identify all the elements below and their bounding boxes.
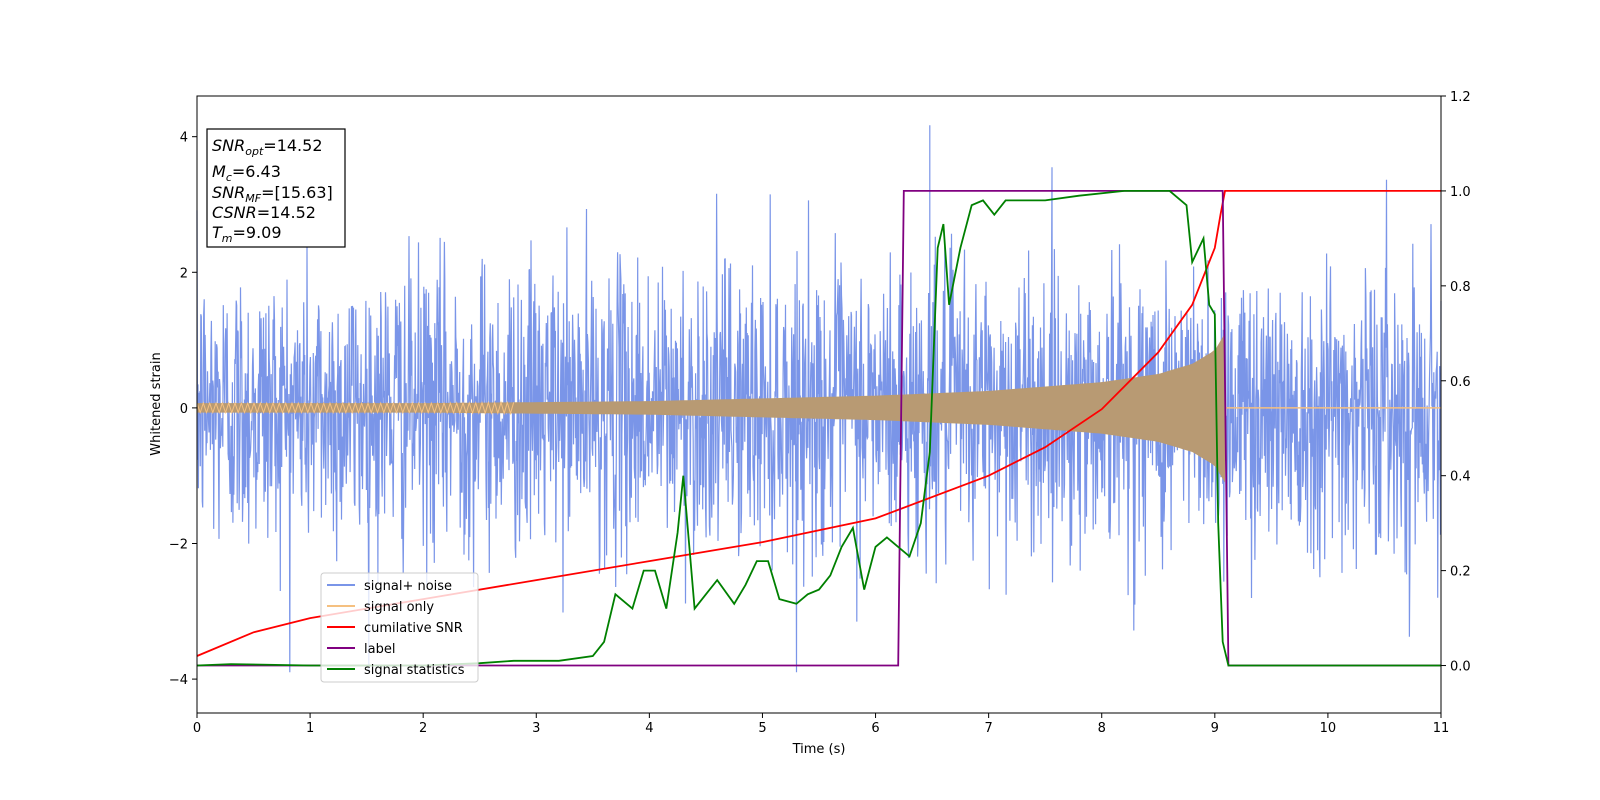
legend-label: cumilative SNR (364, 621, 463, 636)
annotation-snr-mf: SNRMF=[15.63] (212, 183, 333, 205)
series-signal-plus-noise (196, 125, 1442, 673)
x-tick-label: 6 (871, 721, 879, 736)
y-left-tick-label: 2 (180, 266, 188, 281)
x-tick-label: 0 (193, 721, 201, 736)
legend: signal+ noise signal only cumilative SNR la… (320, 572, 479, 683)
y-right-tick-label: 0.4 (1450, 470, 1471, 485)
plot-frame (196, 95, 1442, 714)
annotation-csnr: CSNR=14.52 (212, 203, 316, 222)
y-left-tick-label: 0 (180, 402, 188, 417)
x-axis: 0 1 2 3 4 5 6 7 8 9 10 11 (193, 713, 1449, 736)
y-axis-left: −4 −2 0 2 4 (169, 131, 197, 688)
x-tick-label: 3 (532, 721, 540, 736)
x-tick-label: 4 (645, 721, 653, 736)
x-tick-label: 7 (984, 721, 992, 736)
series-signal-only-oscillation (196, 400, 515, 416)
y-right-tick-label: 0.6 (1450, 375, 1471, 390)
x-tick-label: 10 (1320, 721, 1337, 736)
series-signal-statistics (196, 190, 1441, 667)
x-tick-label: 2 (419, 721, 427, 736)
x-tick-label: 11 (1433, 721, 1450, 736)
annotation-mc: Mc=6.43 (212, 162, 281, 184)
legend-label: label (364, 642, 395, 657)
x-tick-label: 5 (758, 721, 766, 736)
legend-label: signal statistics (364, 663, 465, 678)
annotation-snr-opt: SNRopt=14.52 (212, 136, 323, 158)
x-tick-label: 9 (1211, 721, 1219, 736)
y-right-tick-label: 0.2 (1450, 565, 1471, 580)
y-axis-title: Whitened strain (149, 352, 164, 455)
legend-label: signal+ noise (364, 579, 452, 594)
legend-label: signal only (364, 600, 434, 615)
series-signal-only (197, 333, 1225, 483)
y-right-tick-label: 1.0 (1450, 185, 1471, 200)
y-left-tick-label: 4 (180, 131, 188, 146)
y-left-tick-label: −2 (169, 537, 188, 552)
y-right-tick-label: 0.8 (1450, 280, 1471, 295)
x-tick-label: 1 (306, 721, 314, 736)
legend-frame (320, 572, 479, 683)
y-right-tick-label: 0.0 (1450, 660, 1471, 675)
y-axis-right: 0.0 0.2 0.4 0.6 0.8 1.0 1.2 (1441, 90, 1471, 675)
x-axis-title: Time (s) (792, 742, 846, 757)
y-right-tick-label: 1.2 (1450, 90, 1471, 105)
x-tick-label: 8 (1098, 721, 1106, 736)
annotation-tm: Tm=9.09 (212, 223, 282, 245)
annotation-box: SNRopt=14.52 Mc=6.43 SNRMF=[15.63] CSNR=… (206, 128, 346, 248)
y-left-tick-label: −4 (169, 673, 188, 688)
